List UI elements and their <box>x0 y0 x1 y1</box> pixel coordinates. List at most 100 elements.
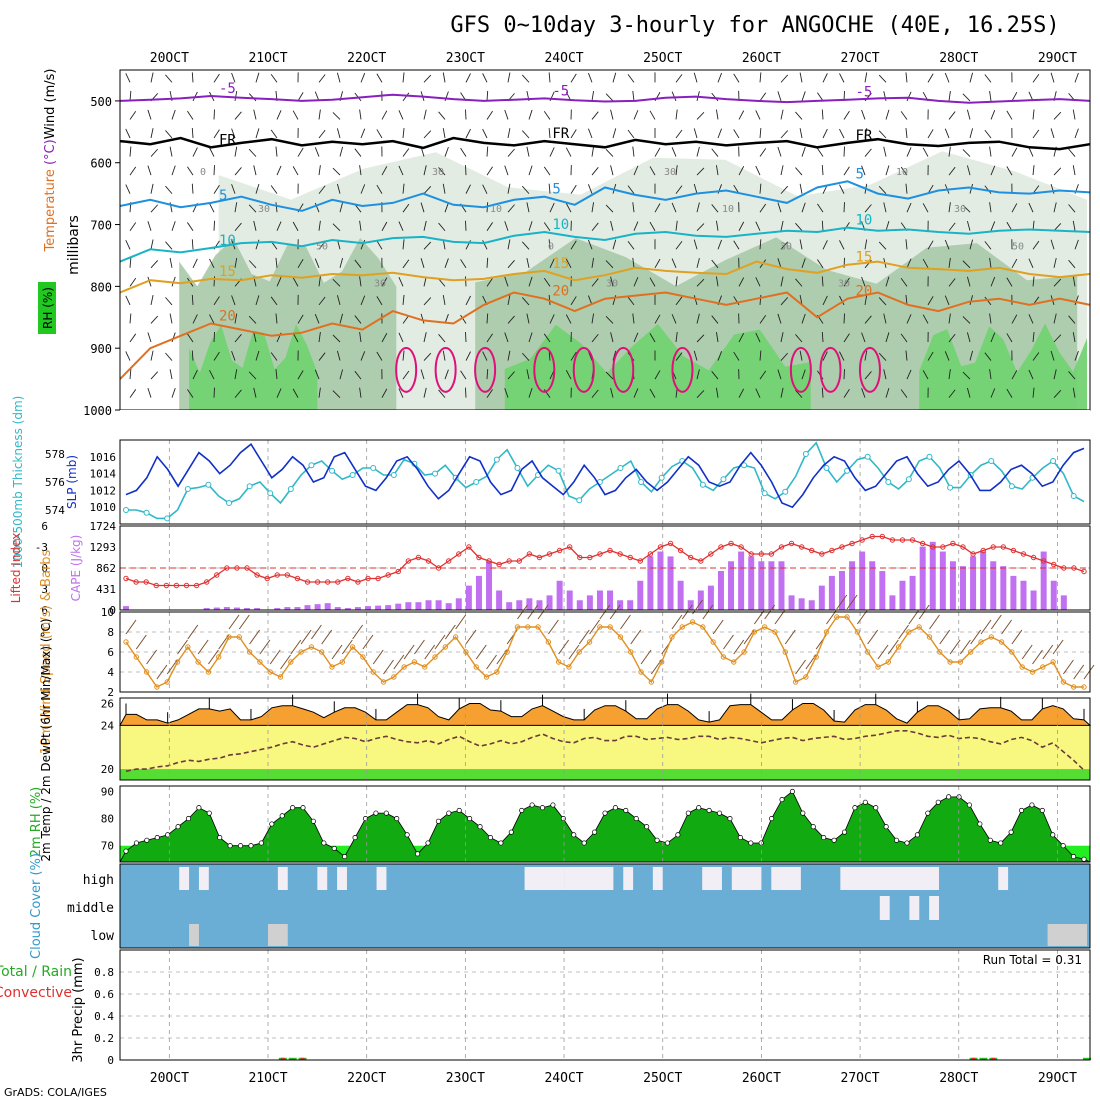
wind-barb <box>147 332 152 343</box>
wind-barb <box>543 222 551 231</box>
lifted-index-point <box>314 579 321 585</box>
rh-point <box>592 829 598 835</box>
wind-barb <box>465 165 467 176</box>
wind-barb <box>675 165 678 176</box>
wind-barb <box>360 184 366 194</box>
wind-barb <box>969 72 974 83</box>
rh-contour-label: 10 <box>490 204 502 215</box>
wind-barb <box>780 220 784 231</box>
lifted-index-point <box>899 537 906 543</box>
isotherm-25-contour <box>572 346 595 393</box>
wind-barb <box>861 165 866 176</box>
axis-label-part: Cloud Cover (%) <box>29 853 44 959</box>
wind-barb <box>610 220 614 231</box>
wind-barb-10m <box>238 614 250 630</box>
wind-barb <box>948 111 956 120</box>
wind-speed-point <box>473 664 479 670</box>
wind-barb <box>591 313 595 324</box>
wind-barb <box>738 277 745 287</box>
wind-barb <box>627 74 635 83</box>
wind-barb <box>1068 371 1076 380</box>
lifted-index-point <box>809 547 815 554</box>
cape-bar <box>455 598 462 610</box>
wind-barb <box>675 276 678 287</box>
wind-barb <box>715 332 719 343</box>
lifted-index-point <box>688 554 694 561</box>
wind-speed-point <box>154 684 160 690</box>
wind-barb <box>610 165 614 176</box>
wind-barb <box>969 350 974 361</box>
wind-barb <box>817 148 824 157</box>
wind-barb <box>314 369 320 380</box>
lifted-index-point <box>466 544 472 550</box>
wind-barb <box>248 315 257 324</box>
wind-speed-point <box>978 639 984 645</box>
wind-speed-point <box>782 649 788 655</box>
cape-bar <box>354 607 361 610</box>
lifted-index-point <box>819 551 825 557</box>
wind-barb <box>801 258 806 268</box>
wind-speed-point <box>957 659 964 665</box>
wind-barb <box>234 334 242 343</box>
rh-point <box>310 818 316 824</box>
rh-contour-label: 10 <box>722 204 734 215</box>
wind-barb <box>169 313 173 324</box>
wind-barb <box>1028 258 1034 269</box>
cape-bar <box>244 608 251 610</box>
wind-barb <box>486 277 493 287</box>
isotherm-label: 5 <box>552 182 560 198</box>
wind-speed-point <box>566 664 572 670</box>
lifted-index-point <box>829 547 835 554</box>
wind-barb <box>187 222 194 231</box>
lifted-index-point <box>274 572 280 578</box>
wind-barb <box>922 314 929 324</box>
cape-bar <box>697 590 704 610</box>
wind-barb-10m <box>836 594 848 610</box>
wind-barb <box>984 74 992 83</box>
lifted-index-point <box>153 582 159 589</box>
thickness-point <box>329 467 336 474</box>
cape-bar <box>798 598 805 610</box>
axis-label: 2m Temp / 2m DewPt (6hr Min/Max) (°C) <box>39 618 53 861</box>
wind-barb <box>125 184 131 194</box>
precip-convective-bar <box>280 1057 285 1060</box>
cape-bar <box>758 561 765 610</box>
wind-barb <box>1028 369 1034 380</box>
rh-point <box>737 835 743 841</box>
wind-barb <box>759 350 762 361</box>
isotherm--5 <box>119 93 1091 104</box>
lifted-index-point <box>415 554 422 561</box>
wind-barb <box>755 332 761 343</box>
wind-barb <box>314 202 320 213</box>
wind-barb <box>253 387 257 398</box>
wind-barb <box>270 129 278 139</box>
wind-speed-point <box>947 659 953 665</box>
date-tick-label-top: 27OCT <box>841 51 880 66</box>
wind-barb <box>649 221 656 231</box>
wind-barb <box>715 165 719 176</box>
wind-barb <box>255 72 260 83</box>
wind-barb <box>717 351 723 361</box>
wind-barb <box>610 109 614 120</box>
rh-contour-label: 10 <box>896 167 908 178</box>
wind-barb <box>905 128 908 139</box>
axis-label: 3hr Precip (mm) <box>71 957 86 1062</box>
wind-barb <box>171 332 176 343</box>
wind-barb <box>780 109 784 120</box>
wind-barb <box>318 352 326 361</box>
isotherm-15 <box>119 260 1091 294</box>
wind-barb <box>711 148 719 157</box>
cape-bar <box>768 561 775 610</box>
wind-barb-10m <box>177 639 188 655</box>
lifted-index-point <box>294 575 301 582</box>
axis-label-part: 3hr Precip (mm) <box>71 957 86 1062</box>
wind-barb <box>711 204 719 213</box>
date-tick-label-bottom: 23OCT <box>446 1071 485 1086</box>
wind-barb <box>777 202 782 213</box>
wind-barb-10m <box>321 629 333 645</box>
wind-speed-point <box>185 644 191 650</box>
wind-barb <box>150 315 159 324</box>
cape-bar <box>546 595 553 610</box>
wind-speed-point <box>216 654 222 660</box>
wind-barb-10m <box>341 639 353 655</box>
